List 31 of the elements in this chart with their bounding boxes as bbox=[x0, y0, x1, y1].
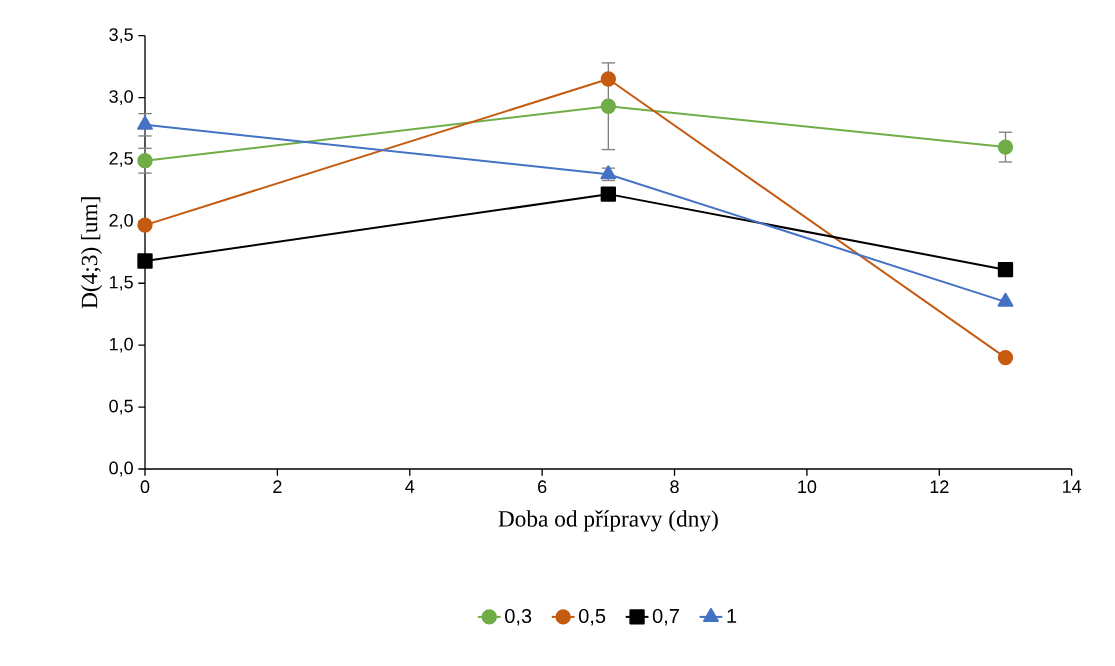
x-tick-label: 4 bbox=[405, 480, 415, 493]
y-tick-label: 2,5 bbox=[109, 152, 133, 167]
x-tick-label: 14 bbox=[1063, 480, 1082, 493]
y-tick-label: 1,0 bbox=[109, 337, 133, 353]
point bbox=[997, 261, 1014, 278]
x-tick-label: 6 bbox=[538, 480, 547, 494]
legend-label: 0,7 bbox=[652, 608, 679, 626]
y-tick-label: 3,0 bbox=[109, 90, 133, 105]
point bbox=[600, 71, 616, 87]
point bbox=[997, 139, 1014, 155]
point bbox=[137, 153, 153, 169]
x-tick-label: 8 bbox=[670, 480, 679, 494]
point bbox=[600, 98, 616, 114]
point bbox=[137, 253, 153, 269]
point bbox=[600, 186, 616, 202]
x-tick-label: 10 bbox=[798, 480, 817, 494]
point bbox=[137, 217, 153, 233]
y-tick-label: 0,5 bbox=[109, 399, 133, 415]
x-axis-title: Doba od přípravy (dny) bbox=[498, 510, 718, 532]
point bbox=[997, 349, 1014, 366]
legend-label: 1 bbox=[727, 609, 737, 623]
y-tick-label: 0,0 bbox=[109, 461, 133, 477]
x-tick-label: 0 bbox=[140, 480, 150, 494]
x-tick-label: 2 bbox=[273, 480, 282, 493]
y-axis-title: D(4;3) [um] bbox=[80, 197, 103, 309]
legend-label: 0,5 bbox=[578, 608, 606, 626]
y-tick-label: 3,5 bbox=[109, 28, 133, 44]
y-tick-label: 2,0 bbox=[109, 213, 133, 229]
x-tick-label: 12 bbox=[930, 480, 949, 493]
legend-label: 0,3 bbox=[505, 608, 532, 626]
y-tick-label: 1,5 bbox=[109, 275, 133, 291]
